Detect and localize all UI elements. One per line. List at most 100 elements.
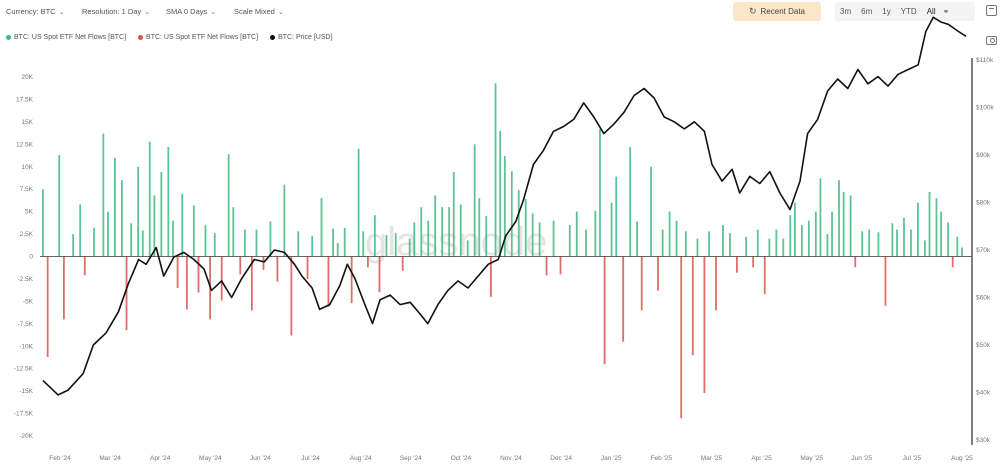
outflow-bar — [735, 256, 738, 273]
outflow-bar — [622, 256, 625, 342]
inflow-bar — [148, 141, 151, 257]
inflow-bar — [610, 202, 613, 257]
legend-item-inflows[interactable]: BTC: US Spot ETF Net Flows [BTC] — [6, 34, 126, 41]
inflow-bar — [510, 171, 513, 257]
inflow-bar — [517, 190, 520, 257]
zoom-icon[interactable]: ⚭ — [942, 7, 950, 16]
sma-dropdown[interactable]: SMA 0 Days ⌄ — [166, 7, 216, 16]
range-all-button[interactable]: All — [926, 7, 936, 16]
inflow-bar — [831, 211, 833, 257]
outflow-bar — [854, 256, 857, 268]
chevron-down-icon: ⌄ — [210, 9, 217, 16]
outflow-bar — [176, 256, 179, 288]
resolution-dropdown[interactable]: Resolution: 1 Day ⌄ — [82, 7, 150, 16]
inflow-bar — [478, 198, 481, 257]
inflow-bar — [459, 204, 462, 257]
left-tick-label: 15K — [21, 119, 33, 126]
inflow-bar — [661, 229, 664, 257]
right-tick-label: $90k — [976, 152, 991, 159]
inflow-bar — [213, 233, 216, 257]
inflow-bar — [819, 178, 822, 257]
outflow-bar — [276, 256, 279, 282]
inflow-bar — [896, 229, 898, 257]
inflow-bar — [114, 157, 116, 257]
inflow-bar — [394, 233, 397, 257]
outflow-bar — [691, 256, 694, 356]
inflow-bar — [794, 202, 796, 257]
outflow-bar — [378, 256, 381, 293]
x-tick-label: May '24 — [199, 455, 222, 462]
inflow-bar — [594, 210, 597, 257]
outflow-bar — [62, 256, 65, 320]
calendar-icon[interactable] — [986, 5, 997, 16]
legend-item-outflows[interactable]: BTC: US Spot ETF Net Flows [BTC] — [138, 34, 258, 41]
inflow-bar — [917, 202, 919, 257]
outflow-bar — [239, 256, 242, 275]
inflow-bar — [575, 211, 578, 257]
outflow-bar — [559, 256, 562, 275]
left-tick-label: -12.5K — [14, 366, 34, 373]
right-tick-label: $80k — [976, 200, 991, 207]
inflow-bar — [130, 223, 133, 257]
range-6m-button[interactable]: 6m — [861, 7, 873, 16]
legend-item-price[interactable]: BTC: Price [USD] — [270, 34, 333, 41]
inflow-bar — [167, 147, 170, 257]
left-tick-label: 12.5K — [16, 141, 34, 148]
currency-dropdown[interactable]: Currency: BTC ⌄ — [6, 7, 64, 16]
range-3m-button[interactable]: 3m — [840, 7, 852, 16]
inflow-bar — [636, 221, 639, 257]
inflow-bar — [940, 211, 943, 257]
outflow-bar — [306, 256, 309, 279]
inflow-bar — [297, 231, 300, 257]
scale-dropdown[interactable]: Scale Mixed ⌄ — [234, 7, 284, 16]
inflow-bar — [956, 236, 959, 257]
inflow-bar — [137, 166, 140, 257]
inflow-bar — [615, 176, 618, 257]
range-ytd-button[interactable]: YTD — [900, 7, 917, 16]
inflow-bar — [775, 229, 778, 257]
left-tick-label: 0 — [29, 254, 33, 261]
inflow-bar — [72, 234, 75, 257]
inflow-bar — [441, 207, 444, 257]
inflow-bar — [485, 216, 488, 257]
left-tick-label: -10K — [19, 343, 33, 350]
inflow-bar — [675, 220, 678, 257]
inflow-bar — [494, 83, 497, 257]
right-tick-label: $40k — [976, 390, 991, 397]
outflow-bar — [46, 256, 49, 358]
camera-icon[interactable] — [986, 36, 997, 45]
currency-dropdown-label: Currency: BTC — [6, 7, 56, 16]
right-tick-label: $100k — [976, 105, 994, 112]
right-tick-label: $110k — [976, 57, 994, 64]
x-tick-label: Jul '24 — [301, 455, 320, 462]
inflow-bar — [756, 229, 759, 257]
inflow-bar — [782, 238, 785, 257]
x-tick-label: Aug '25 — [951, 455, 973, 462]
legend-label-inflows: BTC: US Spot ETF Net Flows [BTC] — [14, 34, 127, 41]
inflow-bar — [107, 211, 109, 257]
inflow-bar — [903, 217, 905, 257]
x-tick-label: Feb '24 — [49, 455, 71, 462]
chevron-down-icon: ⌄ — [277, 9, 284, 16]
inflow-bar — [466, 240, 469, 257]
time-range-selector: 3m 6m 1y YTD All ⚭ — [835, 2, 975, 21]
x-tick-label: Apr '25 — [751, 455, 772, 462]
outflow-bar — [366, 256, 369, 268]
recent-data-label: Recent Data — [760, 7, 805, 16]
inflow-bar — [745, 236, 748, 257]
right-tick-label: $50k — [976, 342, 991, 349]
inflow-bar — [877, 232, 880, 257]
outflow-bar — [752, 256, 755, 268]
x-tick-label: Jun '24 — [250, 455, 271, 462]
inflow-bar — [452, 172, 455, 257]
recent-data-button[interactable]: ↻ Recent Data — [733, 2, 821, 21]
inflow-bar — [141, 230, 144, 257]
chevron-down-icon: ⌄ — [144, 9, 151, 16]
x-tick-label: Sep '24 — [400, 455, 422, 462]
range-1y-button[interactable]: 1y — [882, 7, 891, 16]
outflow-bar — [185, 256, 188, 310]
inflow-bar — [826, 234, 829, 257]
inflow-bar — [910, 229, 912, 257]
inflow-bar — [79, 204, 82, 257]
